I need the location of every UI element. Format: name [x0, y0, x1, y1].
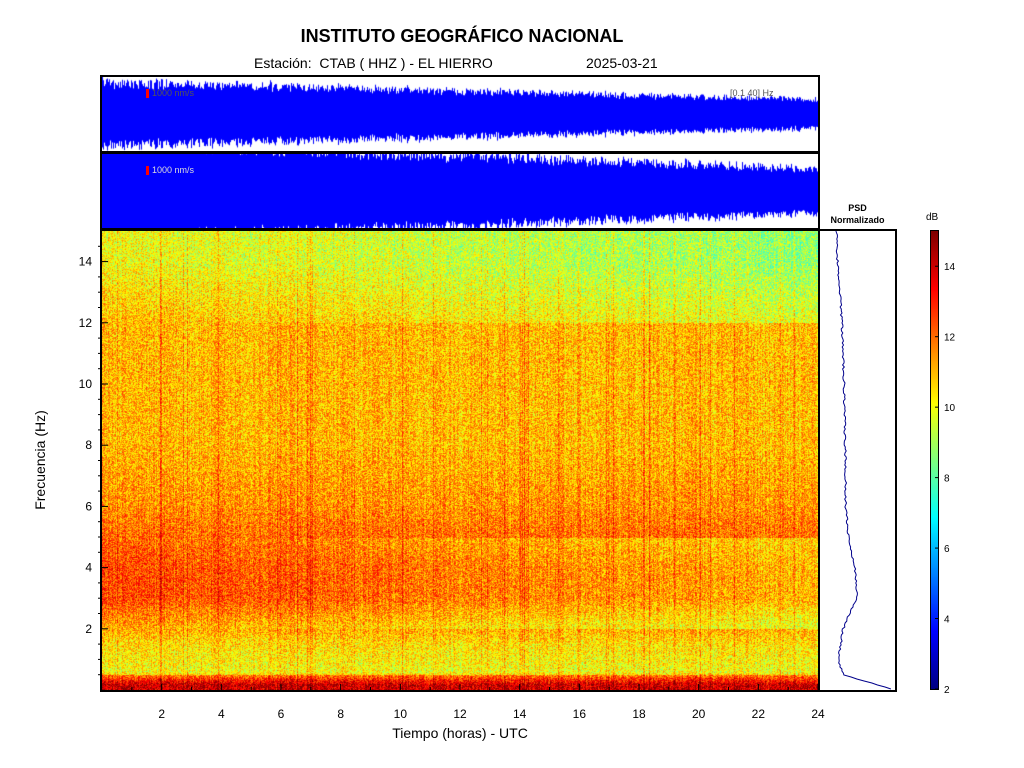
colorbar-label: dB: [926, 212, 939, 223]
station-label: Estación: CTAB ( HHZ ) - EL HIERRO: [254, 55, 493, 71]
x-tick-label: 4: [218, 707, 225, 721]
y-tick-label: 8: [85, 438, 92, 452]
x-axis-label: Tiempo (horas) - UTC: [392, 725, 528, 741]
colorbar-tick-label: 6: [944, 544, 950, 555]
scale-label-top: 1000 nm/s: [152, 88, 195, 98]
y-tick-label: 14: [79, 255, 93, 269]
colorbar-tick-label: 14: [944, 262, 956, 273]
y-tick-label: 10: [79, 377, 93, 391]
y-tick-label: 4: [85, 561, 92, 575]
colorbar-tick-label: 10: [944, 403, 956, 414]
y-tick-label: 12: [79, 316, 93, 330]
x-tick-label: 24: [811, 707, 825, 721]
waveform-raw-trace: [102, 154, 818, 228]
waveform-filtered-trace: [102, 77, 818, 151]
spectrogram-heatmap: [102, 231, 818, 690]
x-tick-label: 18: [632, 707, 646, 721]
x-tick-label: 14: [513, 707, 527, 721]
x-tick-label: 16: [573, 707, 587, 721]
psd-title-line1: PSD: [848, 203, 867, 213]
colorbar: [930, 230, 939, 690]
psd-curve: [835, 230, 892, 690]
psd-line: [835, 230, 892, 690]
colorbar-tick-label: 8: [944, 474, 950, 485]
date-label: 2025-03-21: [586, 55, 658, 71]
psd-title-line2: Normalizado: [830, 215, 885, 225]
psd-title: PSD Normalizado: [818, 202, 897, 226]
scale-marker-bottom: [146, 166, 149, 175]
scale-marker-top: [146, 89, 149, 98]
x-tick-label: 12: [453, 707, 467, 721]
x-tick-label: 2: [158, 707, 165, 721]
psd-panel: [818, 229, 897, 692]
scale-label-bottom: 1000 nm/s: [152, 165, 195, 175]
colorbar-tick-label: 2: [944, 685, 950, 696]
x-tick-label: 6: [278, 707, 285, 721]
colorbar-tick-label: 12: [944, 333, 956, 344]
y-tick-label: 2: [85, 622, 92, 636]
x-tick-label: 22: [752, 707, 766, 721]
x-tick-label: 10: [394, 707, 408, 721]
x-tick-label: 8: [337, 707, 344, 721]
waveform-raw-panel: 1000 nm/s: [100, 152, 820, 230]
chart-title: INSTITUTO GEOGRÁFICO NACIONAL: [300, 26, 624, 46]
band-label: [0.1 40] Hz: [730, 88, 774, 98]
x-tick-label: 20: [692, 707, 706, 721]
y-tick-label: 6: [85, 499, 92, 513]
colorbar-tick-label: 4: [944, 615, 950, 626]
